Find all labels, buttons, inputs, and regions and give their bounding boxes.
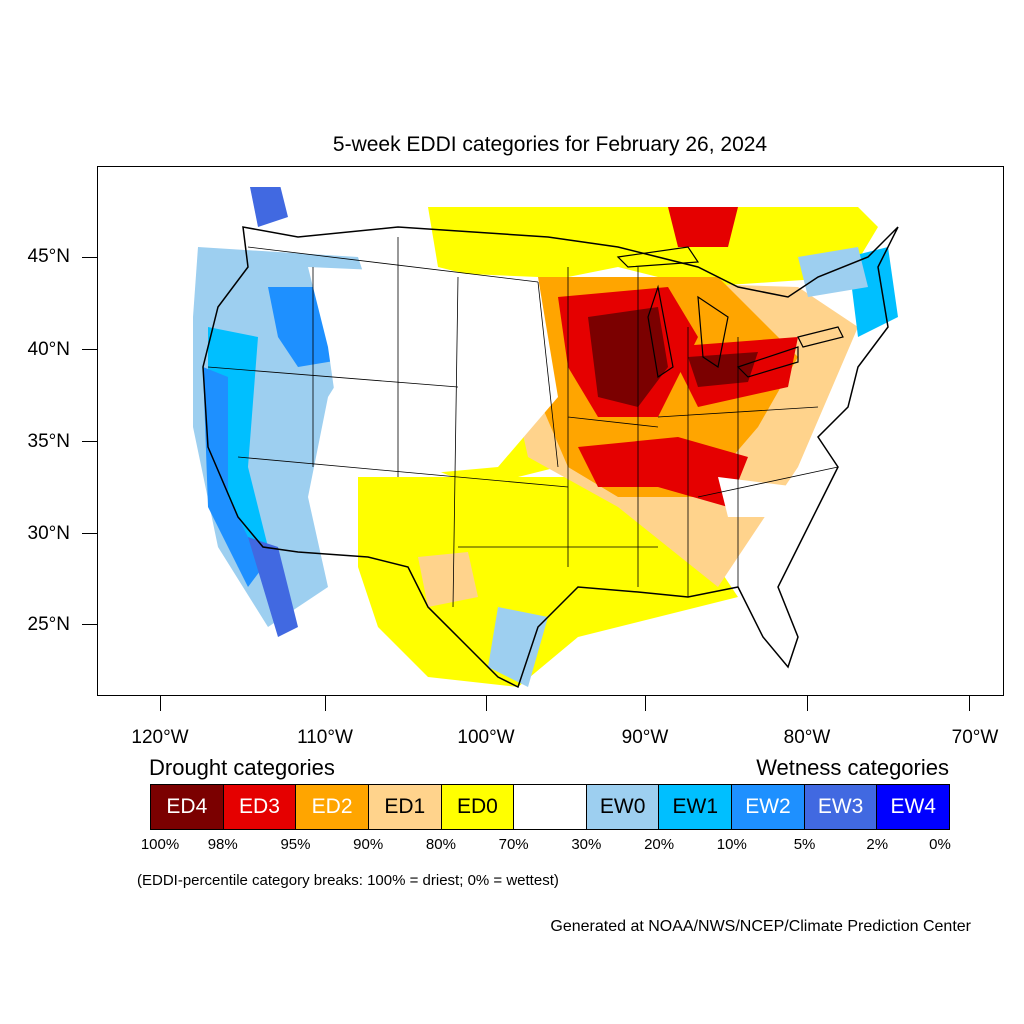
lon-tick: [160, 696, 161, 711]
lon-label-100: 100°W: [457, 727, 515, 748]
legend-cell-ed4: ED4: [151, 785, 224, 829]
lon-tick: [807, 696, 808, 711]
wetness-categories-title: Wetness categories: [756, 755, 949, 780]
percentile-break-label: 100%: [140, 836, 180, 853]
us-outline: [202, 226, 899, 689]
drought-categories-title: Drought categories: [149, 755, 335, 780]
percentile-break-label: 95%: [280, 836, 311, 853]
legend-cell-ed1: ED1: [368, 785, 442, 829]
ed0-region-south: [358, 477, 738, 687]
ed3-region-south: [578, 437, 748, 507]
percentile-break-label: 98%: [207, 836, 238, 853]
percentile-break-label: 30%: [571, 836, 602, 853]
legend-cell-ew2: EW2: [732, 785, 805, 829]
percentile-break-label: 80%: [425, 836, 456, 853]
lat-label-35: 35°N: [27, 431, 70, 452]
legend-cell-ew3: EW3: [804, 785, 878, 829]
legend-cell-neutral: [514, 785, 587, 829]
credit-line: Generated at NOAA/NWS/NCEP/Climate Predi…: [550, 918, 971, 935]
great-lakes: [616, 246, 844, 379]
white-region-canada: [98, 167, 1003, 207]
lat-label-40: 40°N: [27, 339, 70, 360]
lon-tick: [645, 696, 646, 711]
percentile-break-label: 5%: [793, 836, 816, 853]
lon-label-110: 110°W: [297, 727, 353, 748]
legend-cell-ed3: ED3: [223, 785, 297, 829]
lat-tick: [82, 441, 97, 442]
ew3-region-nw: [248, 177, 288, 227]
white-region-plains: [308, 267, 558, 477]
percentile-break-label: 2%: [866, 836, 889, 853]
lat-tick: [82, 624, 97, 625]
lat-tick: [82, 349, 97, 350]
percentile-break-label: 0%: [929, 836, 951, 853]
map-panel[interactable]: [97, 166, 1004, 696]
ed0-region-north: [428, 207, 878, 287]
legend-cell-ed2: ED2: [296, 785, 369, 829]
legend-cell-ew1: EW1: [659, 785, 733, 829]
eddi-map: [98, 167, 1003, 689]
boundaries: [202, 226, 899, 689]
lon-tick: [486, 696, 487, 711]
lon-label-80: 80°W: [783, 727, 831, 748]
lat-label-30: 30°N: [27, 523, 70, 544]
lat-label-45: 45°N: [27, 246, 70, 267]
lon-tick: [325, 696, 326, 711]
ed1-region-tx: [418, 552, 478, 607]
ed4-region-mi: [688, 352, 758, 387]
lat-tick: [82, 533, 97, 534]
legend-cell-ew0: EW0: [586, 785, 660, 829]
lon-label-90: 90°W: [621, 727, 669, 748]
percentile-break-label: 90%: [353, 836, 384, 853]
state-lines: [207, 237, 839, 608]
ew2-region-west: [203, 367, 263, 587]
map-title: 5-week EDDI categories for February 26, …: [332, 133, 768, 156]
ew0-region-tx: [488, 607, 548, 687]
ew0-region-ne: [798, 247, 868, 297]
lon-label-120: 120°W: [131, 727, 189, 748]
category-legend: ED4 ED3 ED2 ED1 ED0 EW0 EW1 EW2 EW3 EW4: [150, 784, 950, 830]
lat-tick: [82, 257, 97, 258]
category-regions: [98, 167, 1003, 687]
ed4-region: [588, 307, 668, 407]
lat-label-25: 25°N: [27, 614, 70, 635]
percentile-break-label: 20%: [644, 836, 675, 853]
percentile-break-label: 70%: [498, 836, 529, 853]
percentile-break-label: 10%: [716, 836, 747, 853]
category-note: (EDDI-percentile category breaks: 100% =…: [137, 872, 559, 889]
ew3-region-baja: [248, 537, 298, 637]
lon-label-70: 70°W: [951, 727, 999, 748]
ed3-region-north: [668, 207, 738, 247]
legend-cell-ew4: EW4: [877, 785, 950, 829]
legend-cell-ed0: ED0: [441, 785, 515, 829]
lon-tick: [969, 696, 970, 711]
